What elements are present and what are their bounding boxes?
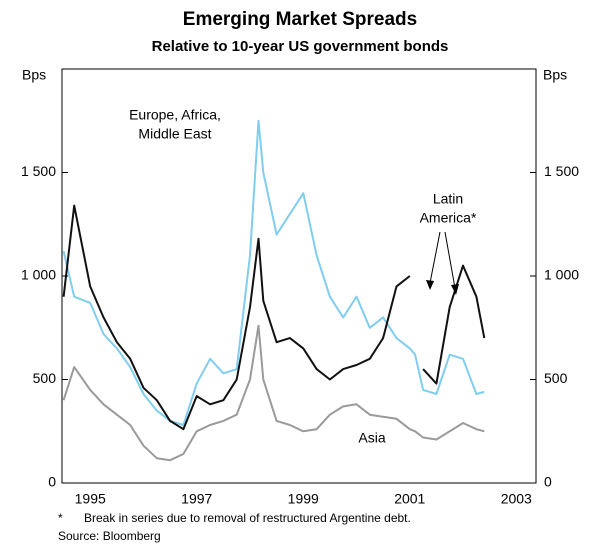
annotation: Asia — [358, 430, 385, 446]
x-tick-label: 1997 — [181, 491, 212, 507]
x-tick-label: 1999 — [288, 491, 319, 507]
y2-axis-label: Bps — [543, 67, 567, 83]
y2-tick-label: 500 — [544, 370, 568, 386]
y-tick-label: 1 000 — [21, 267, 56, 283]
footnote: Break in series due to removal of restru… — [84, 511, 411, 525]
y-axis-label: Bps — [22, 67, 46, 83]
arrow — [444, 231, 456, 289]
arrow — [429, 231, 441, 284]
annotation: Latin — [433, 191, 463, 207]
annotation: America* — [420, 210, 477, 226]
annotation: Middle East — [138, 126, 211, 142]
y-tick-label: 1 500 — [21, 163, 56, 179]
arrow-head — [451, 284, 459, 295]
footnote-marker: * — [58, 511, 63, 525]
annotation: Europe, Africa, — [129, 107, 221, 123]
chart-subtitle: Relative to 10-year US government bonds — [152, 38, 449, 55]
series-line — [62, 324, 485, 462]
x-tick-label: 2001 — [394, 491, 425, 507]
x-tick-label: 1995 — [75, 491, 106, 507]
series-line — [62, 204, 486, 431]
y2-tick-label: 0 — [544, 474, 552, 490]
x-tick-label: 2003 — [501, 491, 532, 507]
y2-tick-label: 1 000 — [544, 267, 579, 283]
y-tick-label: 500 — [33, 370, 57, 386]
y-tick-label: 0 — [48, 474, 56, 490]
source: Source: Bloomberg — [58, 529, 161, 543]
plot-frame — [61, 68, 537, 484]
series-line — [62, 119, 485, 426]
y2-tick-label: 1 500 — [544, 163, 579, 179]
chart-title: Emerging Market Spreads — [183, 9, 417, 30]
arrow-head — [426, 280, 434, 290]
